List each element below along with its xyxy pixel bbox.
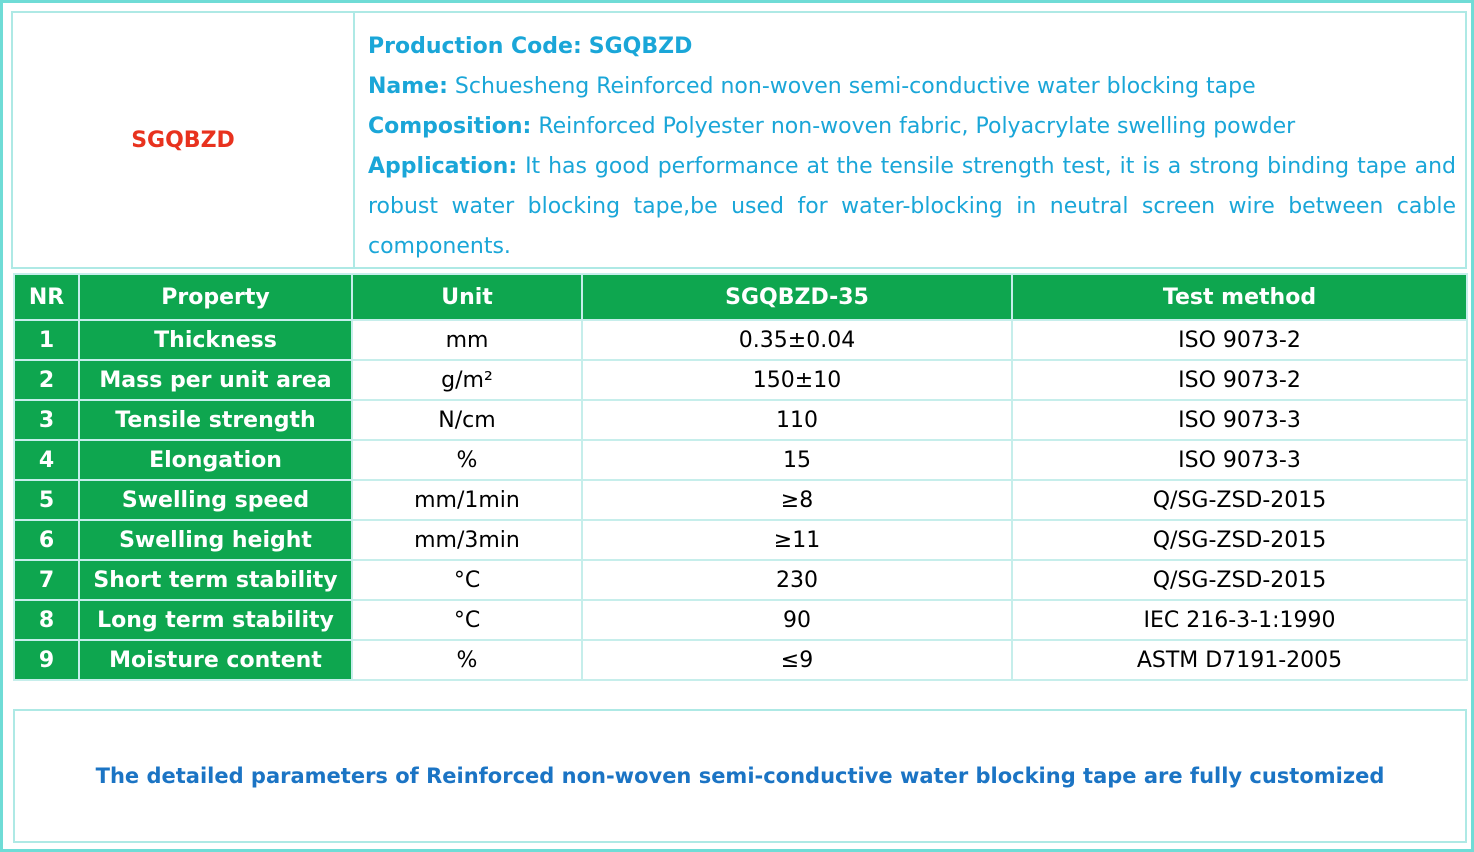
cell: Thickness <box>78 319 353 361</box>
cell: Moisture content <box>78 639 353 681</box>
table-body: 1 Thickness mm 0.35±0.04 ISO 9073-2 2 Mass per… <box>13 319 1468 681</box>
cell: Q/SG-ZSD-2015 <box>1011 479 1468 521</box>
cell: 1 <box>13 319 80 361</box>
field: Production Code: SGQBZD <box>368 27 1456 67</box>
cell: ≥11 <box>581 519 1013 561</box>
cell: Mass per unit area <box>78 359 353 401</box>
cell: 3 <box>13 399 80 441</box>
cell: Long term stability <box>78 599 353 641</box>
cell: 15 <box>581 439 1013 481</box>
footer-note: The detailed parameters of Reinforced no… <box>13 709 1467 843</box>
cell: 9 <box>13 639 80 681</box>
cell: ASTM D7191-2005 <box>1011 639 1468 681</box>
column-header: Test method <box>1011 273 1468 321</box>
cell: °C <box>351 599 583 641</box>
header-row: NR Property Unit SGQBZD-35 Test method <box>13 273 1468 321</box>
field-value: SGQBZD <box>588 34 693 59</box>
cell: Swelling speed <box>78 479 353 521</box>
cell: Short term stability <box>78 559 353 601</box>
field-label: Composition: <box>368 114 532 139</box>
cell: % <box>351 439 583 481</box>
cell: Swelling height <box>78 519 353 561</box>
cell: 2 <box>13 359 80 401</box>
header: SGQBZD Production Code: SGQBZD Name: Schu… <box>11 11 1467 269</box>
table-row: 2 Mass per unit area g/m² 150±10 ISO 9073-2 <box>13 359 1468 401</box>
field-value: Reinforced Polyester non-woven fabric, P… <box>538 114 1296 139</box>
cell: Q/SG-ZSD-2015 <box>1011 559 1468 601</box>
cell: Elongation <box>78 439 353 481</box>
cell: ≤9 <box>581 639 1013 681</box>
cell: 90 <box>581 599 1013 641</box>
table-row: 5 Swelling speed mm/1min ≥8 Q/SG-ZSD-2015 <box>13 479 1468 521</box>
cell: 5 <box>13 479 80 521</box>
column-header: Property <box>78 273 353 321</box>
cell: °C <box>351 559 583 601</box>
cell: 7 <box>13 559 80 601</box>
column-header: NR <box>13 273 80 321</box>
cell: 8 <box>13 599 80 641</box>
cell: mm/3min <box>351 519 583 561</box>
table-row: 3 Tensile strength N/cm 110 ISO 9073-3 <box>13 399 1468 441</box>
cell: N/cm <box>351 399 583 441</box>
field-label: Name: <box>368 74 448 99</box>
cell: ISO 9073-3 <box>1011 439 1468 481</box>
cell: ISO 9073-2 <box>1011 319 1468 361</box>
cell: 6 <box>13 519 80 561</box>
cell: ISO 9073-3 <box>1011 399 1468 441</box>
cell: ≥8 <box>581 479 1013 521</box>
column-header: SGQBZD-35 <box>581 273 1013 321</box>
fields: Production Code: SGQBZD Name: Schuesheng … <box>368 27 1456 267</box>
cell: 0.35±0.04 <box>581 319 1013 361</box>
cell: mm <box>351 319 583 361</box>
field: Application: It has good performance at … <box>368 147 1456 267</box>
field-value: It has good performance at the tensile s… <box>368 154 1456 259</box>
spec-table: NR Property Unit SGQBZD-35 Test method 1 Thic… <box>13 273 1468 681</box>
field-label: Production Code: <box>368 34 582 59</box>
field: Name: Schuesheng Reinforced non-woven se… <box>368 67 1456 107</box>
product-code: SGQBZD <box>13 13 355 267</box>
cell: mm/1min <box>351 479 583 521</box>
cell: 110 <box>581 399 1013 441</box>
cell: ISO 9073-2 <box>1011 359 1468 401</box>
cell: 4 <box>13 439 80 481</box>
table-row: 4 Elongation% 15 ISO 9073-3 <box>13 439 1468 481</box>
table-row: 8 Long term stability °C 90 IEC 216-3-1:1990 <box>13 599 1468 641</box>
column-header: Unit <box>351 273 583 321</box>
table-row: 1 Thickness mm 0.35±0.04 ISO 9073-2 <box>13 319 1468 361</box>
cell: g/m² <box>351 359 583 401</box>
cell: 230 <box>581 559 1013 601</box>
cell: IEC 216-3-1:1990 <box>1011 599 1468 641</box>
field-label: Application: <box>368 154 518 179</box>
table-row: 7 Short term stability °C 230 Q/SG-ZSD-2015 <box>13 559 1468 601</box>
table-row: 6 Swelling height mm/3min ≥11 Q/SG-ZSD-2015 <box>13 519 1468 561</box>
cell: % <box>351 639 583 681</box>
table-row: 9 Moisture content% ≤9 ASTM D7191-2005 <box>13 639 1468 681</box>
field-value: Schuesheng Reinforced non-woven semi-con… <box>454 74 1256 99</box>
cell: 150±10 <box>581 359 1013 401</box>
cell: Tensile strength <box>78 399 353 441</box>
field: Composition: Reinforced Polyester non-wo… <box>368 107 1456 147</box>
cell: Q/SG-ZSD-2015 <box>1011 519 1468 561</box>
